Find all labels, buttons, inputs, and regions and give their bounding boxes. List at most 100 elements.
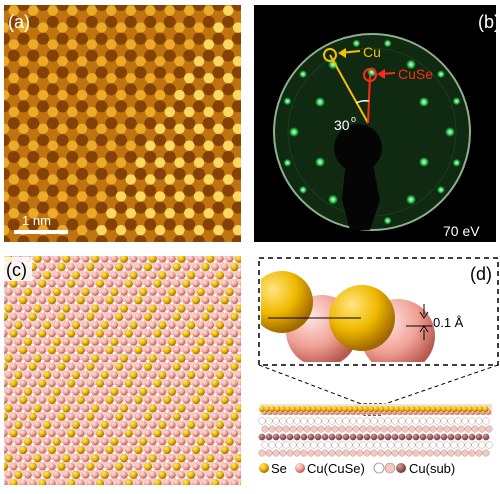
cu-atom [39,297,46,304]
cu-atom [192,413,199,420]
cu-atom [82,421,89,428]
se-atom [158,271,166,279]
se-atom [24,438,32,446]
cu-atom [24,405,31,412]
cu-atom [236,388,243,395]
substrate-cu-atom [420,434,427,441]
stm-protrusion [184,141,194,151]
leed-spot [419,157,429,167]
cuse-se-atom [446,406,452,412]
se-atom [226,438,234,446]
substrate-cu-atom [315,418,322,425]
cu-atom [130,288,137,295]
cu-atom [264,372,271,379]
substrate-cu-atom [399,434,406,441]
cu-atom [44,388,51,395]
se-atom [110,288,118,296]
stm-depression [154,134,166,146]
cu-atom [72,338,79,345]
cu-atom [53,421,60,428]
se-atom [86,413,94,421]
cu-atom [197,355,204,362]
cu-atom [231,280,238,287]
cu-atom [53,455,60,462]
se-atom [149,305,157,313]
substrate-cu-atom [451,442,458,449]
stm-protrusion [204,107,214,117]
se-atom [173,363,181,371]
se-atom [130,371,138,379]
cu-atom [250,280,257,287]
cu-atom [188,388,195,395]
cu-atom [188,305,195,312]
se-atom [120,355,128,363]
cuse-se-atom [462,406,468,412]
leed-spot [437,70,445,78]
se-atom [130,471,138,479]
cuse-se-atom [451,406,457,412]
panel-b: Cu CuSe 30 o (b) 70 eV [254,5,500,242]
substrate-atom [48,485,56,489]
stm-protrusion [243,107,253,117]
stm-depression [164,185,176,197]
cu-atom [29,430,36,437]
substrate-cu-atom [308,418,315,425]
substrate-cu-atom [280,434,287,441]
se-atom [82,388,90,396]
se-atom [144,263,152,271]
cu-atom [125,313,132,320]
cu-atom [20,480,27,487]
cu-atom [20,413,27,420]
stm-depression [144,151,156,163]
cu-atom [20,380,27,387]
substrate-atom [240,252,248,260]
stm-depression [213,33,225,45]
substrate-atom [240,285,248,293]
cu-atom [15,405,22,412]
cu-atom [240,397,247,404]
se-atom [77,296,85,304]
stm-protrusion [204,5,214,15]
stm-depression [115,134,127,146]
se-atom [5,305,13,313]
substrate-cu-atom [301,434,308,441]
stm-depression [37,235,49,247]
cu-atom [159,405,166,412]
cu-atom [188,338,195,345]
cuse-se-atom [337,406,343,412]
se-atom [110,388,118,396]
cu-atom [44,438,51,445]
cu-atom [135,313,142,320]
stm-protrusion [135,124,145,134]
cu-atom [197,322,204,329]
substrate-atom [0,460,3,468]
cu-atom [144,397,151,404]
cu-atom [63,288,70,295]
cu-atom [39,446,46,453]
cu-atom [106,413,113,420]
cu-atom [0,347,7,354]
se-atom [182,429,190,437]
substrate-cu-atom [294,418,301,425]
cu-atom [34,421,41,428]
cu-atom [48,330,55,337]
cu-atom [212,347,219,354]
substrate-cu-atom [483,418,490,425]
stm-depression [193,202,205,214]
cu-atom [48,380,55,387]
substrate-atom [245,293,253,301]
stm-protrusion [243,5,253,15]
cu-atom [183,263,190,270]
substrate-cu-atom [350,434,357,441]
stm-protrusion [126,73,136,83]
cu-atom [120,388,127,395]
stm-protrusion [135,90,145,100]
cu-atom [96,363,103,370]
se-atom [154,280,162,288]
cu-atom [159,288,166,295]
panel-d: (d) 0.1 Å Se Cu(CuSe) Cu(sub) [251,258,498,476]
stm-depression [183,185,195,197]
stm-depression [203,50,215,62]
se-atom [221,296,229,304]
cuse-se-atom [467,406,473,412]
